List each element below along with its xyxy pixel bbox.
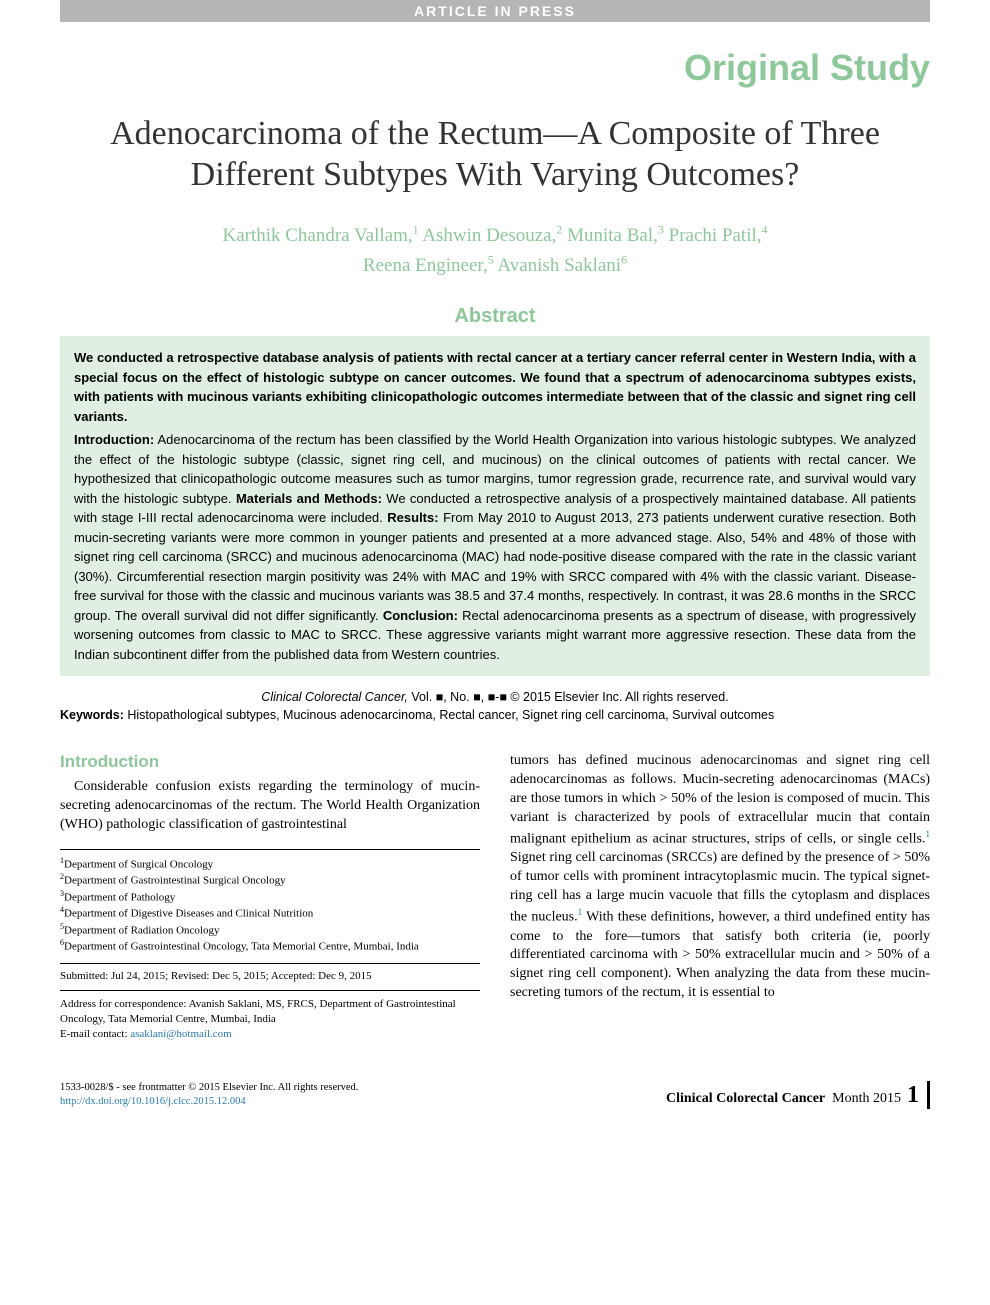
page-number: 1 bbox=[907, 1082, 919, 1108]
doi-link[interactable]: http://dx.doi.org/10.1016/j.clcc.2015.12… bbox=[60, 1096, 246, 1107]
reference-1a[interactable]: 1 bbox=[926, 829, 931, 839]
affiliation-5: 5Department of Radiation Oncology bbox=[60, 922, 480, 939]
affiliation-1: 1Department of Surgical Oncology bbox=[60, 856, 480, 873]
abstract-body: Introduction: Adenocarcinoma of the rect… bbox=[74, 430, 916, 664]
author-3: Munita Bal,3 bbox=[567, 225, 664, 246]
submission-dates: Submitted: Jul 24, 2015; Revised: Dec 5,… bbox=[60, 963, 480, 982]
issn-line: 1533-0028/$ - see frontmatter © 2015 Els… bbox=[60, 1081, 358, 1095]
abstract-conclusion-label: Conclusion: bbox=[383, 608, 458, 623]
author-5: Reena Engineer,5 bbox=[363, 255, 494, 276]
right-column: tumors has defined mucinous adenocarcino… bbox=[510, 752, 930, 1041]
journal-citation: Clinical Colorectal Cancer, Vol. ■, No. … bbox=[60, 690, 930, 704]
correspondence-text: Address for correspondence: Avanish Sakl… bbox=[60, 997, 480, 1027]
abstract-methods-label: Materials and Methods: bbox=[236, 491, 382, 506]
body-columns: Introduction Considerable confusion exis… bbox=[60, 752, 930, 1041]
article-in-press-bar: ARTICLE IN PRESS bbox=[60, 0, 930, 22]
footer-left: 1533-0028/$ - see frontmatter © 2015 Els… bbox=[60, 1081, 358, 1108]
author-6: Avanish Saklani6 bbox=[497, 255, 627, 276]
intro-paragraph-right: tumors has defined mucinous adenocarcino… bbox=[510, 752, 930, 1003]
article-category: Original Study bbox=[60, 47, 930, 89]
correspondence-email: E-mail contact: asaklani@hotmail.com bbox=[60, 1027, 480, 1042]
introduction-heading: Introduction bbox=[60, 752, 480, 772]
abstract-intro-label: Introduction: bbox=[74, 432, 154, 447]
abstract-results-label: Results: bbox=[387, 510, 438, 525]
authors-list: Karthik Chandra Vallam,1 Ashwin Desouza,… bbox=[60, 221, 930, 281]
affiliation-4: 4Department of Digestive Diseases and Cl… bbox=[60, 905, 480, 922]
abstract-heading: Abstract bbox=[60, 305, 930, 328]
intro-paragraph-left: Considerable confusion exists regarding … bbox=[60, 778, 480, 835]
affiliation-2: 2Department of Gastrointestinal Surgical… bbox=[60, 872, 480, 889]
correspondence-block: Address for correspondence: Avanish Sakl… bbox=[60, 990, 480, 1042]
page-footer: 1533-0028/$ - see frontmatter © 2015 Els… bbox=[60, 1081, 930, 1108]
email-link[interactable]: asaklani@hotmail.com bbox=[130, 1028, 231, 1040]
abstract-box: We conducted a retrospective database an… bbox=[60, 336, 930, 676]
keywords: Keywords: Histopathological subtypes, Mu… bbox=[60, 708, 930, 722]
affiliation-6: 6Department of Gastrointestinal Oncology… bbox=[60, 938, 480, 955]
abstract-lead: We conducted a retrospective database an… bbox=[74, 348, 916, 426]
footer-right: Clinical Colorectal Cancer Month 20151 bbox=[666, 1082, 919, 1109]
left-column: Introduction Considerable confusion exis… bbox=[60, 752, 480, 1041]
affiliations-block: 1Department of Surgical Oncology 2Depart… bbox=[60, 849, 480, 955]
author-4: Prachi Patil,4 bbox=[669, 225, 768, 246]
affiliation-3: 3Department of Pathology bbox=[60, 889, 480, 906]
article-title: Adenocarcinoma of the Rectum—A Composite… bbox=[60, 114, 930, 196]
author-2: Ashwin Desouza,2 bbox=[422, 225, 562, 246]
author-1: Karthik Chandra Vallam,1 bbox=[222, 225, 418, 246]
